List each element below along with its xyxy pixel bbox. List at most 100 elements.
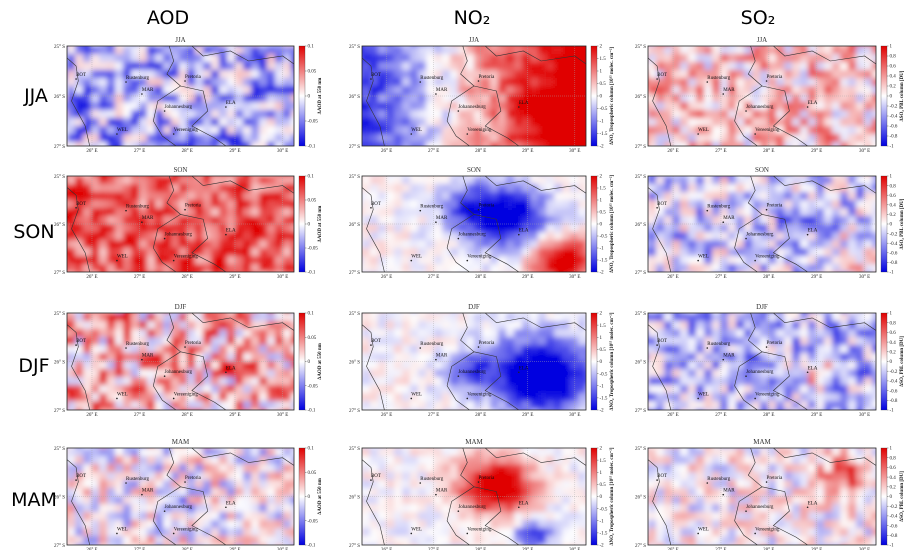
- heat-cell: [203, 401, 212, 410]
- heat-cell: [211, 78, 220, 87]
- heat-cell: [99, 102, 108, 111]
- heat-cell: [498, 248, 507, 257]
- heat-cell: [99, 528, 108, 537]
- heat-cell: [434, 102, 443, 111]
- heat-cell: [291, 150, 300, 159]
- heat-cell: [410, 208, 419, 217]
- heat-cell: [784, 192, 793, 201]
- heat-cell: [832, 329, 841, 338]
- heat-cell: [203, 512, 212, 521]
- heat-cell: [75, 496, 84, 505]
- heat-cell: [147, 393, 156, 402]
- heat-cell: [816, 337, 825, 346]
- heat-cell: [466, 118, 475, 127]
- heat-cell: [648, 70, 657, 79]
- heat-cell: [554, 232, 563, 241]
- heat-cell: [720, 54, 729, 63]
- heat-cell: [554, 134, 563, 143]
- heat-cell: [67, 369, 76, 378]
- heat-cell: [195, 94, 204, 103]
- heat-cell: [792, 150, 801, 159]
- heat-cell: [546, 369, 555, 378]
- heat-cell: [530, 94, 539, 103]
- lat-tick-label: 25° S: [54, 45, 65, 50]
- heat-cell: [728, 94, 737, 103]
- heat-cell: [570, 385, 579, 394]
- heat-cell: [139, 248, 148, 257]
- heat-cell: [776, 150, 785, 159]
- heat-cell: [696, 369, 705, 378]
- heat-cell: [402, 78, 411, 87]
- heat-cell: [490, 208, 499, 217]
- heat-cell: [680, 417, 689, 426]
- city-label: Johannesburg: [458, 105, 486, 110]
- map-panel: BOTRustenburgMARPretoriaJohannesburgELAW…: [635, 36, 905, 159]
- heat-cell: [792, 62, 801, 71]
- heat-cell: [728, 46, 737, 55]
- heat-cell: [696, 184, 705, 193]
- heat-cell: [680, 184, 689, 193]
- heat-cell: [744, 54, 753, 63]
- heat-cell: [760, 353, 769, 362]
- heat-cell: [648, 337, 657, 346]
- heat-cell: [554, 385, 563, 394]
- heat-cell: [498, 256, 507, 265]
- heat-cell: [187, 329, 196, 338]
- heat-cell: [227, 62, 236, 71]
- heat-cell: [291, 208, 300, 217]
- heat-cell: [251, 321, 260, 330]
- heat-cell: [251, 86, 260, 95]
- city-marker: [706, 210, 708, 212]
- heat-cell: [680, 256, 689, 265]
- heat-cell: [872, 329, 881, 338]
- heat-cell: [744, 377, 753, 386]
- heat-cell: [546, 150, 555, 159]
- heat-cell: [506, 200, 515, 209]
- heat-cell: [179, 110, 188, 119]
- heat-cell: [848, 102, 857, 111]
- heat-cell: [243, 240, 252, 249]
- heat-cell: [688, 272, 697, 281]
- heat-cell: [107, 208, 116, 217]
- heat-cell: [538, 46, 547, 55]
- heat-cell: [466, 192, 475, 201]
- heat-cell: [712, 216, 721, 225]
- heat-cell: [243, 512, 252, 521]
- heat-cell: [562, 176, 571, 185]
- heat-cell: [402, 62, 411, 71]
- heat-cell: [514, 78, 523, 87]
- heat-cell: [259, 256, 268, 265]
- heat-cell: [434, 110, 443, 119]
- heat-cell: [227, 512, 236, 521]
- heat-cell: [139, 520, 148, 529]
- heat-cell: [163, 401, 172, 410]
- heat-cell: [768, 192, 777, 201]
- heat-cell: [648, 329, 657, 338]
- heat-cell: [243, 337, 252, 346]
- heat-cell: [235, 86, 244, 95]
- heat-cell: [155, 512, 164, 521]
- heat-cell: [219, 448, 228, 457]
- heat-cell: [872, 361, 881, 370]
- heat-cell: [554, 118, 563, 127]
- heat-cell: [123, 361, 132, 370]
- heat-cell: [664, 321, 673, 330]
- heat-cell: [91, 321, 100, 330]
- heat-cell: [586, 409, 595, 418]
- heat-cell: [243, 200, 252, 209]
- heat-cell: [251, 192, 260, 201]
- heat-cell: [864, 126, 873, 135]
- heat-cell: [386, 337, 395, 346]
- heat-cell: [800, 272, 809, 281]
- heat-cell: [139, 110, 148, 119]
- heat-cell: [163, 150, 172, 159]
- city-label: Vereeniging: [174, 392, 199, 397]
- lon-tick-label: 30° E: [569, 275, 580, 280]
- heat-cell: [283, 126, 292, 135]
- heat-cell: [139, 377, 148, 386]
- heat-cell: [83, 345, 92, 354]
- heat-cell: [243, 176, 252, 185]
- city-marker: [225, 371, 227, 373]
- heat-cell: [243, 78, 252, 87]
